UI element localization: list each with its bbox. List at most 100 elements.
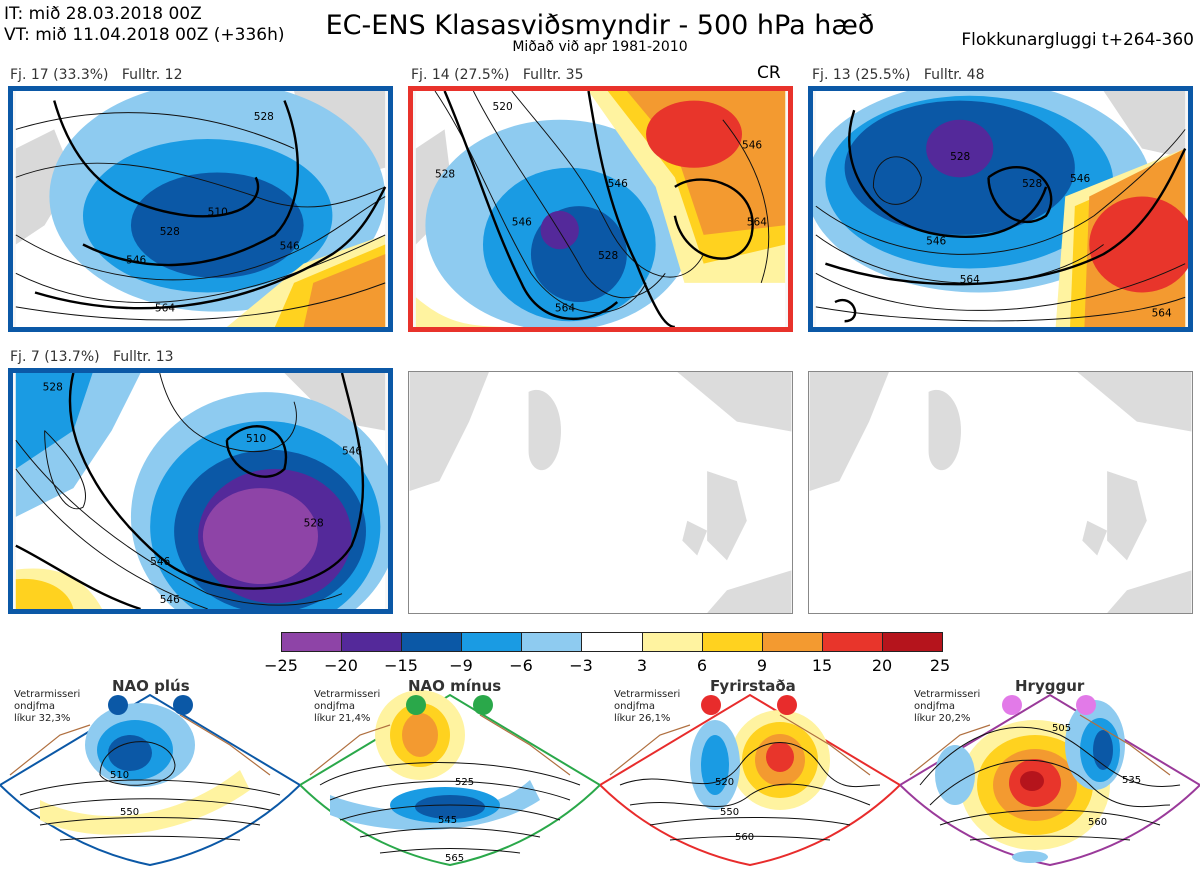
panel-1-contour-3: 546 — [126, 255, 146, 267]
panel-2-contour-7: 546 — [608, 178, 628, 190]
regime-3-note: Vetrarmisseri ondjfma líkur 26,1% — [614, 689, 680, 725]
empty-map-6-graphic — [809, 372, 1192, 613]
regime-ridge[interactable]: 505 535 560 Vetrarmisseri ondjfma líkur … — [900, 675, 1200, 871]
panel-2-contour-2: 528 — [435, 168, 455, 180]
regime-1-marker — [173, 695, 193, 715]
regime-3-note-line: ondjfma — [614, 701, 655, 712]
panel-4-label: Fj. 7 (13.7%) Fulltr. 13 — [10, 349, 174, 365]
regime-2-marker — [406, 695, 426, 715]
panel-4-contour-2: 510 — [246, 433, 266, 445]
colorbar-tick: 15 — [811, 656, 833, 675]
regime-2-note-line: ondjfma — [314, 701, 355, 712]
colorbar-bin-7 — [642, 633, 703, 651]
regime-2-note-line: Vetrarmisseri — [314, 689, 381, 700]
colorbar-bin-10 — [822, 633, 883, 651]
regime-2-contour-3: 565 — [445, 853, 464, 864]
regime-4-map: 505 535 560 — [900, 693, 1200, 867]
panel-4-contour-5: 546 — [160, 594, 180, 606]
regime-1-note-line: líkur 32,3% — [14, 713, 71, 724]
regime-1-contour-2: 550 — [120, 807, 139, 818]
cluster-map-2[interactable]: 520 528 546 564 546 528 546 564 — [408, 86, 793, 332]
panel-3-contour-5: 564 — [1152, 307, 1172, 319]
regime-1-note-line: Vetrarmisseri — [14, 689, 81, 700]
cluster-map-3[interactable]: 528 546 564 546 564 528 — [808, 86, 1193, 332]
colorbar-tick: 9 — [756, 656, 768, 675]
regime-4-note-line: Vetrarmisseri — [914, 689, 981, 700]
regime-4-note: Vetrarmisseri ondjfma líkur 20,2% — [914, 689, 980, 725]
colorbar-tick: 20 — [871, 656, 893, 675]
page-subtitle: Miðað við apr 1981-2010 — [512, 39, 688, 55]
regime-2-title: NAO mínus — [408, 677, 502, 695]
panel-4-contour-3: 528 — [304, 517, 324, 529]
regime-3-contour-3: 560 — [735, 832, 754, 843]
panel-3-contour-1: 528 — [950, 151, 970, 163]
regime-2-note-line: líkur 21,4% — [314, 713, 371, 724]
cluster-map-1-graphic: 510 528 546 564 546 528 — [15, 91, 387, 327]
panel-3-label: Fj. 13 (25.5%) Fulltr. 48 — [812, 67, 985, 83]
regime-4-contour-1: 505 — [1052, 723, 1071, 734]
colorbar-bin-11 — [882, 633, 943, 651]
panel-2-badge: CR — [757, 63, 781, 83]
colorbar-tick: 25 — [929, 656, 951, 675]
colorbar-tick: −9 — [449, 656, 473, 675]
regime-2-contour-1: 525 — [455, 777, 474, 788]
panel-3-contour-4: 546 — [1070, 173, 1090, 185]
regime-4-marker — [1076, 695, 1096, 715]
regime-3-title: Fyrirstaða — [710, 677, 796, 695]
run-info: IT: mið 28.03.2018 00Z VT: mið 11.04.201… — [4, 4, 285, 46]
cluster-map-4-graphic: 528 510 528 546 546 546 — [15, 373, 388, 609]
panel-2-contour-3: 546 — [512, 216, 532, 228]
regime-nao-plus[interactable]: 510 550 Vetrarmisseri ondjfma líkur 32,3… — [0, 675, 300, 871]
panel-2-contour-6: 528 — [598, 250, 618, 262]
cluster-map-3-graphic: 528 546 564 546 564 528 — [813, 91, 1188, 327]
panel-2-contour-5: 546 — [742, 140, 762, 152]
cluster-map-1[interactable]: 510 528 546 564 546 528 — [8, 86, 393, 332]
colorbar-bin-2 — [342, 633, 403, 651]
colorbar-tick: 3 — [636, 656, 648, 675]
colorbar-tick: −25 — [264, 656, 298, 675]
regime-2-map: 525 545 565 — [300, 690, 600, 867]
panel-1-contour-5: 546 — [280, 240, 300, 252]
cluster-map-4[interactable]: 528 510 528 546 546 546 — [8, 368, 393, 614]
regime-4-contour-2: 535 — [1122, 775, 1141, 786]
panel-4-contour-4: 546 — [150, 556, 170, 568]
regime-4-marker — [1002, 695, 1022, 715]
valid-time: VT: mið 11.04.2018 00Z (+336h) — [4, 25, 285, 45]
empty-map-6 — [808, 371, 1193, 614]
panel-1-contour-2: 528 — [160, 226, 180, 238]
regime-1-title: NAO plús — [112, 677, 190, 695]
regime-blocking[interactable]: 520 550 560 Vetrarmisseri ondjfma líkur … — [600, 675, 900, 871]
panel-2-contour-8: 564 — [747, 216, 767, 228]
regime-2-marker — [473, 695, 493, 715]
panel-2-contour-1: 520 — [493, 101, 513, 113]
colorbar-ticks: −25 −20 −15 −9 −6 −3 3 6 9 15 20 25 — [0, 656, 1200, 676]
colorbar-tick: −6 — [509, 656, 533, 675]
panel-4-contour-1: 528 — [43, 381, 63, 393]
regime-4-note-line: ondjfma — [914, 701, 955, 712]
regime-1-note-line: ondjfma — [14, 701, 55, 712]
colorbar-bin-4 — [462, 633, 523, 651]
regime-3-note-line: líkur 26,1% — [614, 713, 671, 724]
colorbar-tick: 6 — [696, 656, 708, 675]
regime-3-map: 520 550 560 — [600, 693, 900, 867]
regime-4-contour-3: 560 — [1088, 817, 1107, 828]
cluster-map-2-graphic: 520 528 546 564 546 528 546 564 — [415, 91, 786, 327]
regime-3-marker — [777, 695, 797, 715]
panel-2-contour-4: 564 — [555, 303, 575, 315]
regime-nao-minus[interactable]: 525 545 565 Vetrarmisseri ondjfma líkur … — [300, 675, 600, 871]
colorbar-tick: −15 — [384, 656, 418, 675]
panel-3-contour-2: 546 — [926, 235, 946, 247]
panel-1-contour-6: 528 — [254, 111, 274, 123]
regime-1-marker — [108, 695, 128, 715]
classification-window: Flokkunargluggi t+264-360 — [961, 30, 1194, 50]
issue-time: IT: mið 28.03.2018 00Z — [4, 4, 202, 24]
colorbar — [281, 632, 943, 652]
empty-map-5-graphic — [409, 372, 792, 613]
regime-1-note: Vetrarmisseri ondjfma líkur 32,3% — [14, 689, 80, 725]
regime-1-map: 510 550 — [0, 693, 300, 867]
colorbar-tick: −20 — [324, 656, 358, 675]
regime-3-marker — [701, 695, 721, 715]
colorbar-bin-8 — [702, 633, 763, 651]
colorbar-bin-9 — [762, 633, 823, 651]
empty-map-5 — [408, 371, 793, 614]
